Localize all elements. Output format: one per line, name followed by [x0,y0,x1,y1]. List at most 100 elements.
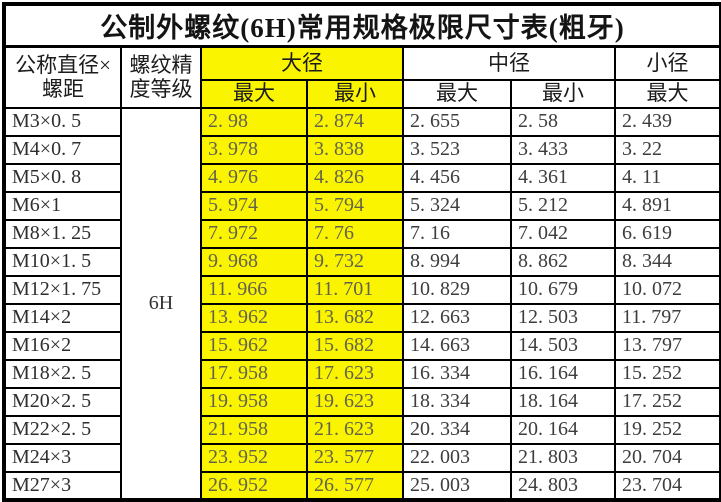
col-header-spec: 公称直径× 螺距 [3,45,122,109]
table-row: M18×2. 5 17. 958 17. 623 16. 334 16. 164 15. … [3,358,721,389]
major-min-cell: 23. 577 [306,442,404,473]
pitch-max-cell: 20. 334 [402,414,512,445]
major-max-cell: 5. 974 [200,190,308,221]
major-min-cell: 19. 623 [306,386,404,417]
table-row: M6×1 5. 974 5. 794 5. 324 5. 212 4. 891 [3,190,721,221]
major-min-cell: 3. 838 [306,134,404,165]
col-header-spec-line1: 公称直径× [15,53,111,78]
col-group-pitch-diameter: 中径 [402,45,616,81]
minor-max-cell: 8. 344 [613,246,721,277]
col-header-grade: 螺纹精 度等级 [120,45,202,109]
spec-cell: M10×1. 5 [3,246,122,277]
group-header-row: 公称直径× 螺距 螺纹精 度等级 大径 中径 小径 [3,45,721,109]
pitch-min-cell: 7. 042 [510,218,616,249]
grade-cell: 6H [120,106,202,501]
pitch-max-cell: 5. 324 [402,190,512,221]
pitch-max-cell: 7. 16 [402,218,512,249]
minor-max-cell: 3. 22 [613,134,721,165]
spec-cell: M4×0. 7 [3,134,122,165]
major-min-cell: 26. 577 [306,470,404,501]
pitch-max-cell: 25. 003 [402,470,512,501]
table-row: M16×2 15. 962 15. 682 14. 663 14. 503 13. 797 [3,330,721,361]
table-row: M4×0. 7 3. 978 3. 838 3. 523 3. 433 3. 22 [3,134,721,165]
pitch-max-cell: 8. 994 [402,246,512,277]
spec-cell: M20×2. 5 [3,386,122,417]
table-row: M8×1. 25 7. 972 7. 76 7. 16 7. 042 6. 619 [3,218,721,249]
minor-max-cell: 15. 252 [613,358,721,389]
major-min-cell: 7. 76 [306,218,404,249]
major-max-cell: 13. 962 [200,302,308,333]
minor-max-cell: 6. 619 [613,218,721,249]
major-min-cell: 13. 682 [306,302,404,333]
major-max-cell: 26. 952 [200,470,308,501]
spec-cell: M24×3 [3,442,122,473]
sub-header-pitch-max: 最大 [402,78,512,109]
spec-cell: M14×2 [3,302,122,333]
minor-max-cell: 2. 439 [613,106,721,137]
pitch-max-cell: 2. 655 [402,106,512,137]
major-min-cell: 2. 874 [306,106,404,137]
pitch-max-cell: 22. 003 [402,442,512,473]
table-body: M3×0. 5 6H 2. 98 2. 874 2. 655 2. 58 2. 439 M4×… [3,106,721,501]
sub-header-major-max: 最大 [200,78,308,109]
table-row: M10×1. 5 9. 968 9. 732 8. 994 8. 862 8. 344 [3,246,721,277]
col-header-grade-line2: 度等级 [129,77,193,102]
table-row: M24×3 23. 952 23. 577 22. 003 21. 803 20. 704 [3,442,721,473]
spec-cell: M6×1 [3,190,122,221]
spec-cell: M27×3 [3,470,122,501]
sub-header-row: 最大 最小 最大 最小 最大 [4,78,721,109]
table-row: M22×2. 5 21. 958 21. 623 20. 334 20. 164 19. … [3,414,721,445]
major-max-cell: 3. 978 [200,134,308,165]
table-row: M12×1. 75 11. 966 11. 701 10. 829 10. 679 10.… [3,274,721,305]
major-max-cell: 11. 966 [200,274,308,305]
pitch-min-cell: 18. 164 [510,386,616,417]
sub-header-major-min: 最小 [306,78,404,109]
page-title: 公制外螺纹(6H)常用规格极限尺寸表(粗牙) [2,3,721,48]
col-group-major-diameter: 大径 [200,45,404,81]
pitch-min-cell: 16. 164 [510,358,616,389]
major-max-cell: 7. 972 [200,218,308,249]
pitch-min-cell: 14. 503 [510,330,616,361]
minor-max-cell: 20. 704 [613,442,721,473]
major-min-cell: 5. 794 [306,190,404,221]
pitch-min-cell: 20. 164 [510,414,616,445]
table-row: M20×2. 5 19. 958 19. 623 18. 334 18. 164 17. … [3,386,721,417]
pitch-max-cell: 14. 663 [402,330,512,361]
major-max-cell: 2. 98 [200,106,308,137]
col-group-minor-diameter: 小径 [613,45,721,81]
pitch-max-cell: 18. 334 [402,386,512,417]
col-header-grade-line1: 螺纹精 [129,53,193,78]
title-row: 公制外螺纹(6H)常用规格极限尺寸表(粗牙) [2,3,721,48]
major-max-cell: 17. 958 [200,358,308,389]
pitch-max-cell: 10. 829 [402,274,512,305]
spec-cell: M5×0. 8 [3,162,122,193]
major-max-cell: 9. 968 [200,246,308,277]
table-row: M27×3 26. 952 26. 577 25. 003 24. 803 23. 704 [3,470,721,501]
table-row: M5×0. 8 4. 976 4. 826 4. 456 4. 361 4. 11 [3,162,721,193]
pitch-max-cell: 12. 663 [402,302,512,333]
pitch-min-cell: 8. 862 [510,246,616,277]
pitch-min-cell: 21. 803 [510,442,616,473]
major-max-cell: 21. 958 [200,414,308,445]
pitch-min-cell: 3. 433 [510,134,616,165]
minor-max-cell: 4. 11 [613,162,721,193]
minor-max-cell: 10. 072 [613,274,721,305]
sub-header-minor-max: 最大 [613,78,721,109]
minor-max-cell: 11. 797 [613,302,721,333]
spec-cell: M16×2 [3,330,122,361]
col-header-spec-line2: 螺距 [42,77,84,102]
pitch-min-cell: 5. 212 [510,190,616,221]
major-max-cell: 4. 976 [200,162,308,193]
minor-max-cell: 13. 797 [613,330,721,361]
major-max-cell: 23. 952 [200,442,308,473]
sub-header-pitch-min: 最小 [510,78,616,109]
spec-cell: M18×2. 5 [3,358,122,389]
pitch-min-cell: 10. 679 [510,274,616,305]
pitch-min-cell: 24. 803 [510,470,616,501]
pitch-min-cell: 4. 361 [510,162,616,193]
spec-cell: M8×1. 25 [3,218,122,249]
major-max-cell: 15. 962 [200,330,308,361]
pitch-max-cell: 16. 334 [402,358,512,389]
major-min-cell: 15. 682 [306,330,404,361]
